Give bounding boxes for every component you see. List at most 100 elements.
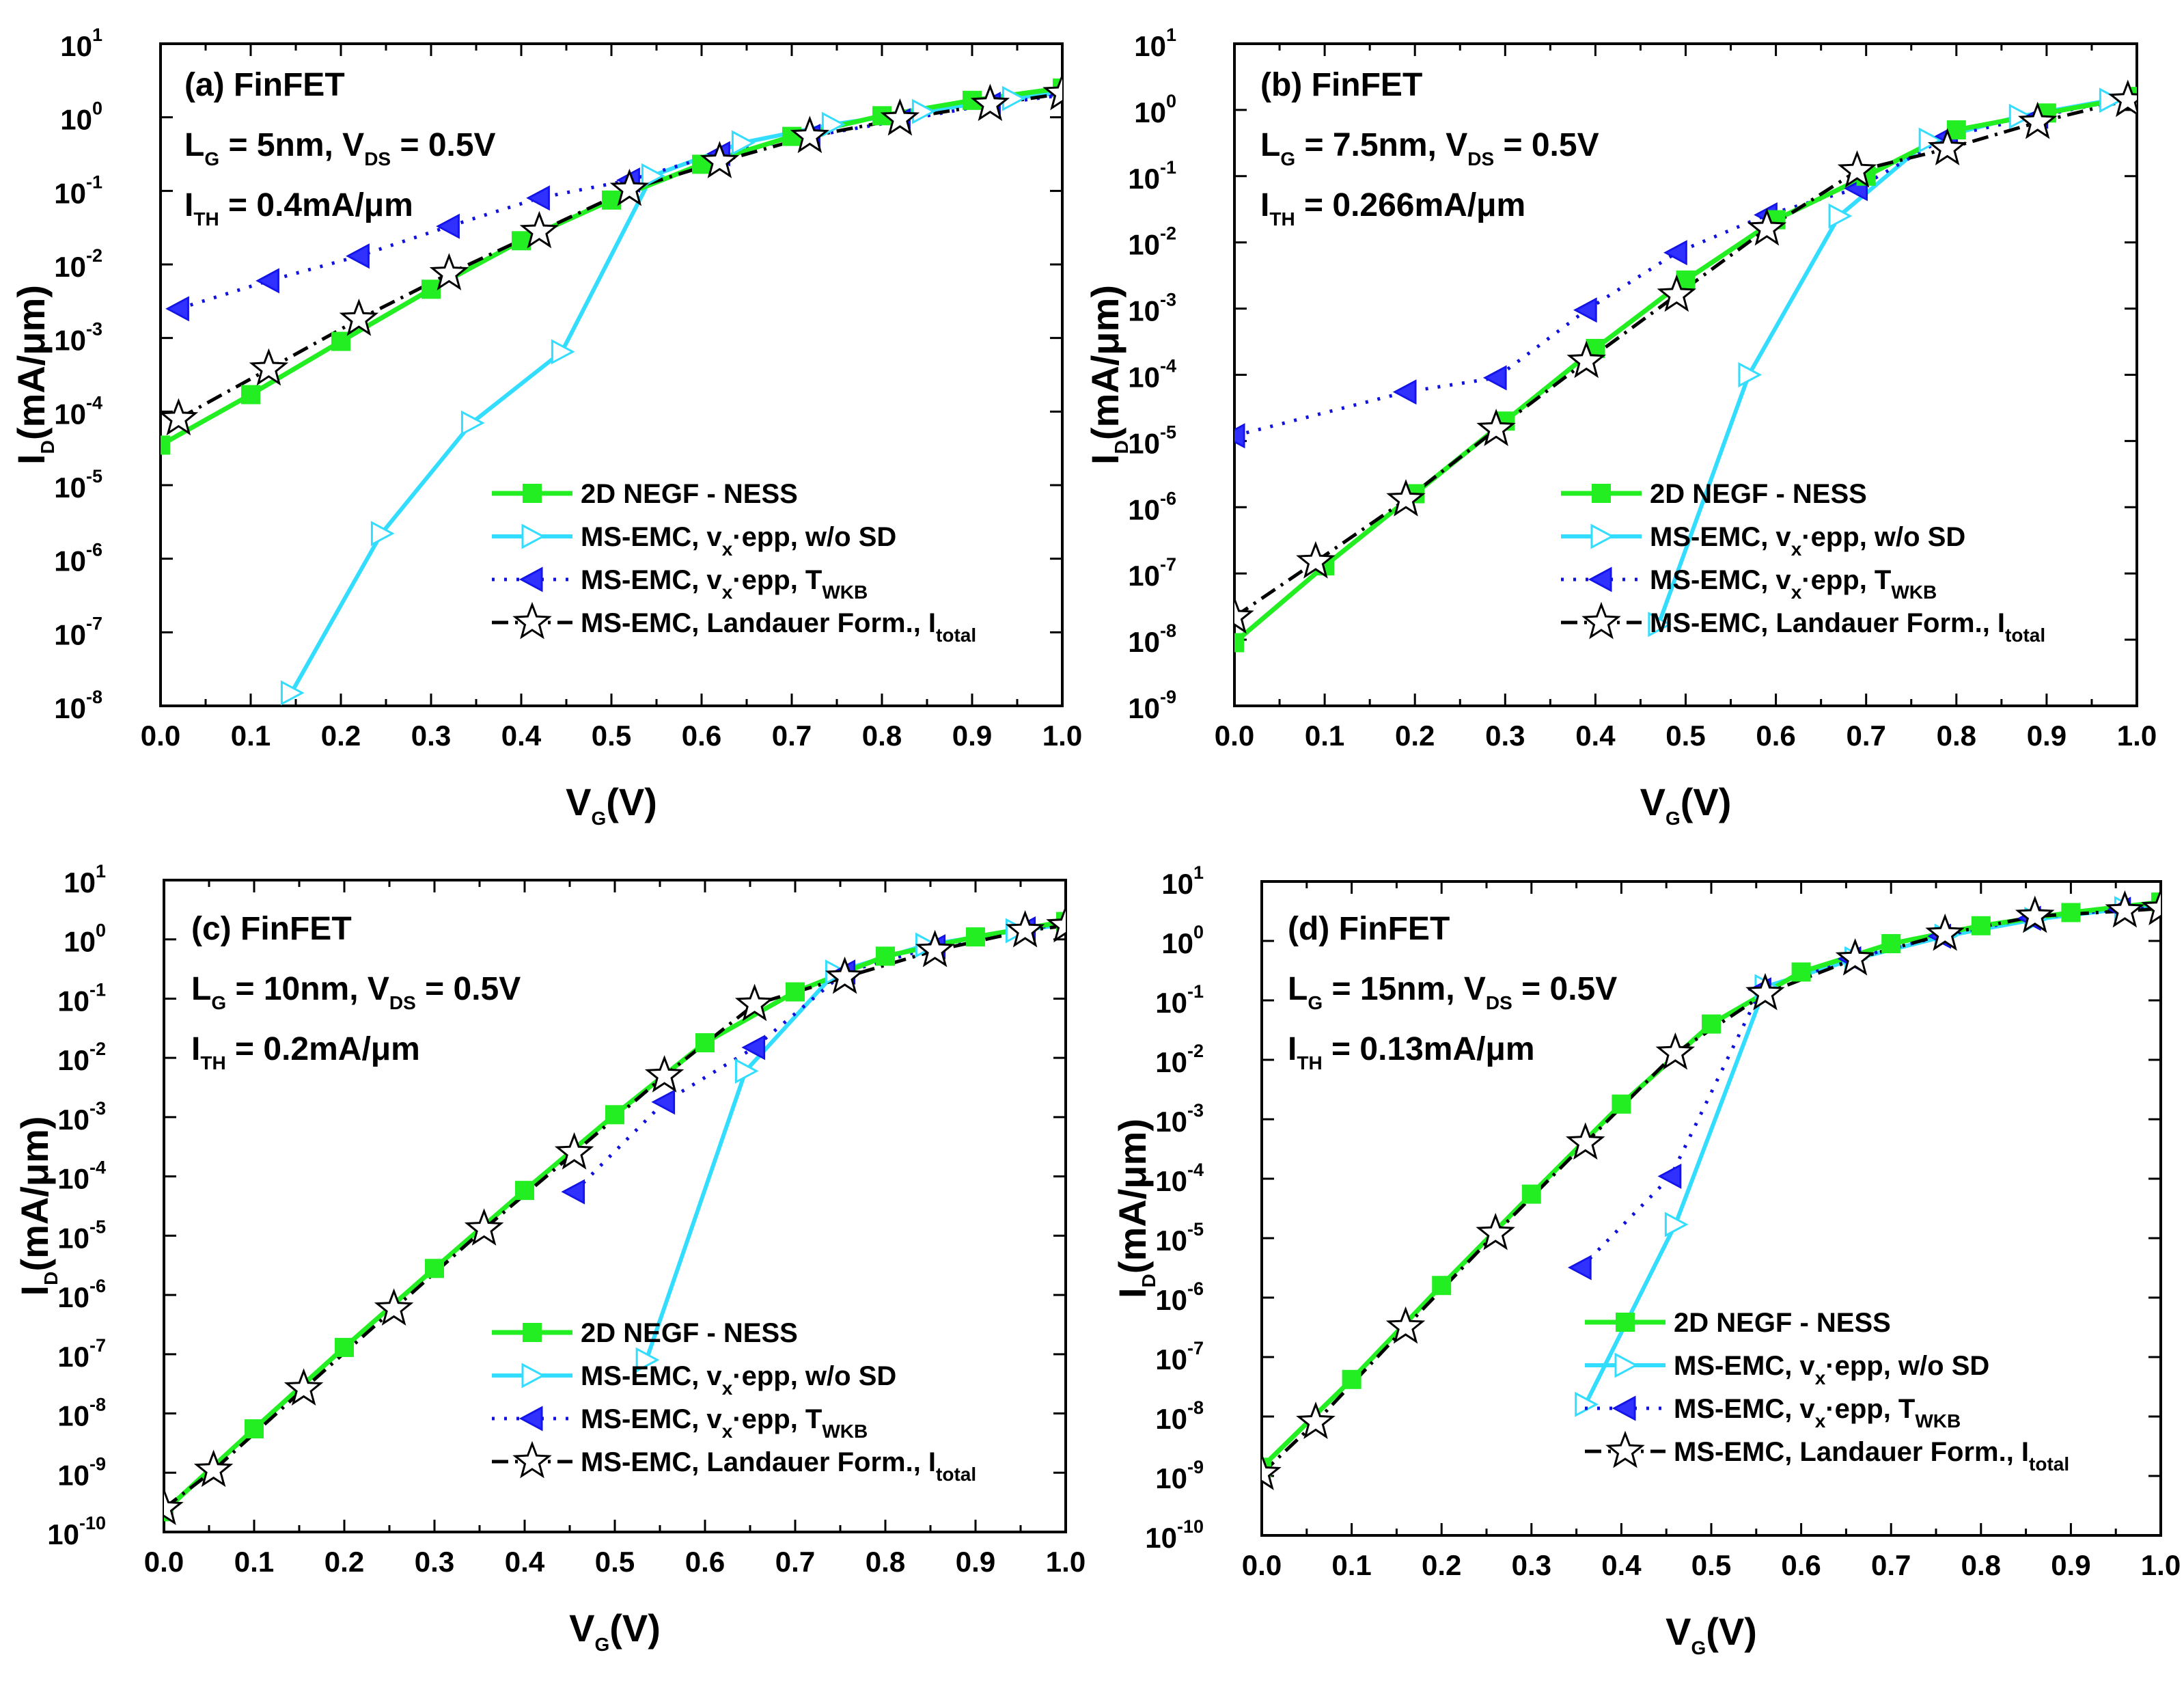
x-tick-label: 0.0 bbox=[1215, 720, 1254, 752]
y-tick-base: 10 bbox=[1155, 1046, 1187, 1078]
x-tick-label: 0.8 bbox=[862, 720, 902, 752]
legend-sub: x bbox=[1791, 581, 1802, 603]
series-3-point bbox=[374, 1288, 414, 1326]
y-tick-label: 10-8 bbox=[1128, 620, 1176, 658]
x-axis-title-sub: G bbox=[1665, 808, 1681, 829]
y-tick-exponent: -8 bbox=[1187, 1397, 1204, 1418]
series-3-point bbox=[284, 1368, 324, 1406]
cond-sub: G bbox=[1308, 992, 1323, 1013]
series-2-point bbox=[1392, 379, 1417, 405]
series-3-point bbox=[1835, 938, 1875, 976]
x-tick-label: 0.2 bbox=[321, 720, 361, 752]
y-tick-base: 10 bbox=[1134, 30, 1166, 62]
thr-part: I bbox=[1260, 187, 1269, 223]
legend-text-part: MS-EMC, Landauer Form., I bbox=[1650, 608, 2005, 638]
series-3-point bbox=[429, 253, 469, 290]
series-2-point bbox=[1482, 365, 1507, 391]
series-3-point bbox=[2105, 890, 2145, 928]
series-1-point bbox=[551, 339, 575, 365]
data-layer bbox=[164, 905, 1066, 1525]
legend-sub: total bbox=[936, 625, 976, 646]
legend-text-part: 2D NEGF - NESS bbox=[581, 1318, 798, 1348]
x-tick-label: 0.8 bbox=[866, 1546, 905, 1578]
legend-text-part: MS-EMC, v bbox=[581, 565, 722, 595]
triangle-fill bbox=[563, 1181, 584, 1203]
legend-text-part: 2D NEGF - NESS bbox=[1650, 479, 1867, 509]
thr-part: = 0.4mA/μm bbox=[219, 187, 413, 223]
y-tick-label: 10-4 bbox=[1155, 1160, 1204, 1197]
cond-part: L bbox=[1288, 971, 1308, 1007]
series-1-point bbox=[370, 521, 395, 547]
x-tick-label: 0.3 bbox=[1485, 720, 1525, 752]
thr-sub: TH bbox=[193, 208, 219, 230]
y-tick-base: 10 bbox=[1128, 493, 1160, 525]
y-tick-base: 10 bbox=[57, 1281, 89, 1313]
x-tick-label: 0.9 bbox=[952, 720, 992, 752]
legend-sub: total bbox=[936, 1464, 976, 1485]
series-1-point bbox=[1918, 127, 1943, 153]
x-tick-label: 0.1 bbox=[1331, 1549, 1371, 1581]
x-tick-label: 1.0 bbox=[2117, 720, 2157, 752]
y-tick-exponent: -7 bbox=[1187, 1338, 1204, 1358]
legend-label-2: MS-EMC, vx·epp, TWKB bbox=[1674, 1394, 1961, 1432]
triangle-fill bbox=[1394, 381, 1415, 403]
x-axis-title-end: (V) bbox=[1681, 780, 1732, 823]
x-axis-title-end: (V) bbox=[609, 1606, 661, 1650]
cond-part: = 0.5V bbox=[1512, 971, 1617, 1007]
y-tick-label: 101 bbox=[1161, 862, 1204, 900]
legend-label-3: MS-EMC, Landauer Form., Itotal bbox=[581, 608, 976, 646]
series-1-point bbox=[1648, 612, 1672, 638]
y-axis-title-main: I bbox=[13, 1285, 56, 1296]
x-tick-label: 0.9 bbox=[2051, 1549, 2090, 1581]
data-layer bbox=[161, 72, 1062, 706]
y-axis-title-end: (mA/μm) bbox=[13, 1117, 56, 1272]
series-1-point bbox=[1828, 203, 1853, 229]
x-axis-title-main: V bbox=[1640, 780, 1665, 823]
thr-part: I bbox=[184, 187, 193, 223]
x-tick-label: 1.0 bbox=[2141, 1549, 2181, 1581]
chart-panel-c: 0.0 0.1 0.2 0.3 0.4 0.5 0.6 0.7 0.8 0.9 1.01011001… bbox=[13, 861, 1086, 1655]
y-axis-title-end: (mA/μm) bbox=[1111, 1119, 1154, 1274]
cond-part: L bbox=[184, 127, 204, 163]
y-tick-exponent: -1 bbox=[1187, 981, 1204, 1002]
y-tick-label: 10-2 bbox=[57, 1039, 106, 1076]
cond-sub: G bbox=[211, 992, 226, 1013]
series-3-point bbox=[519, 210, 559, 249]
data-layer bbox=[1234, 79, 2137, 653]
y-tick-exponent: -9 bbox=[1187, 1457, 1204, 1477]
triangle-fill bbox=[1575, 299, 1596, 321]
legend-sub: x bbox=[1791, 538, 1802, 560]
y-axis-title: ID(mA/μm) bbox=[1083, 285, 1132, 465]
y-tick-base: 10 bbox=[1128, 361, 1160, 394]
y-tick-label: 10-1 bbox=[1155, 981, 1204, 1019]
y-tick-exponent: -2 bbox=[1187, 1041, 1204, 1061]
y-tick-exponent: -7 bbox=[1160, 554, 1176, 575]
triangle-fill bbox=[258, 269, 279, 292]
legend-sub: total bbox=[2005, 625, 2045, 646]
x-tick-label: 0.6 bbox=[1756, 720, 1795, 752]
y-axis-title-sub: D bbox=[37, 440, 58, 454]
series-line-3 bbox=[1234, 98, 2129, 618]
series-3-point bbox=[1566, 340, 1606, 379]
y-tick-base: 10 bbox=[57, 1459, 89, 1491]
series-0-point bbox=[966, 927, 985, 947]
y-tick-base: 10 bbox=[1155, 1224, 1187, 1257]
legend-text-part: MS-EMC, v bbox=[581, 1361, 722, 1391]
series-3-point bbox=[1296, 1401, 1336, 1439]
y-axis-title-main: I bbox=[1111, 1287, 1154, 1298]
y-tick-exponent: -8 bbox=[86, 687, 102, 707]
cond-sub: DS bbox=[1486, 992, 1512, 1013]
legend-label-2: MS-EMC, vx·epp, TWKB bbox=[581, 1404, 868, 1442]
y-tick-base: 10 bbox=[60, 104, 92, 136]
x-axis-title-sub: G bbox=[591, 808, 606, 829]
cond-part: = 15nm, V bbox=[1323, 971, 1486, 1007]
y-tick-label: 10-6 bbox=[54, 540, 102, 577]
triangle-fill bbox=[1234, 424, 1244, 447]
cond-part: = 0.5V bbox=[391, 127, 495, 163]
y-tick-base: 10 bbox=[54, 177, 86, 209]
y-tick-exponent: 1 bbox=[1166, 25, 1176, 45]
x-tick-label: 0.5 bbox=[1691, 1549, 1731, 1581]
x-tick-label: 0.7 bbox=[1871, 1549, 1911, 1581]
thr-part: = 0.2mA/μm bbox=[226, 1031, 420, 1067]
series-3-point bbox=[1565, 1122, 1605, 1160]
